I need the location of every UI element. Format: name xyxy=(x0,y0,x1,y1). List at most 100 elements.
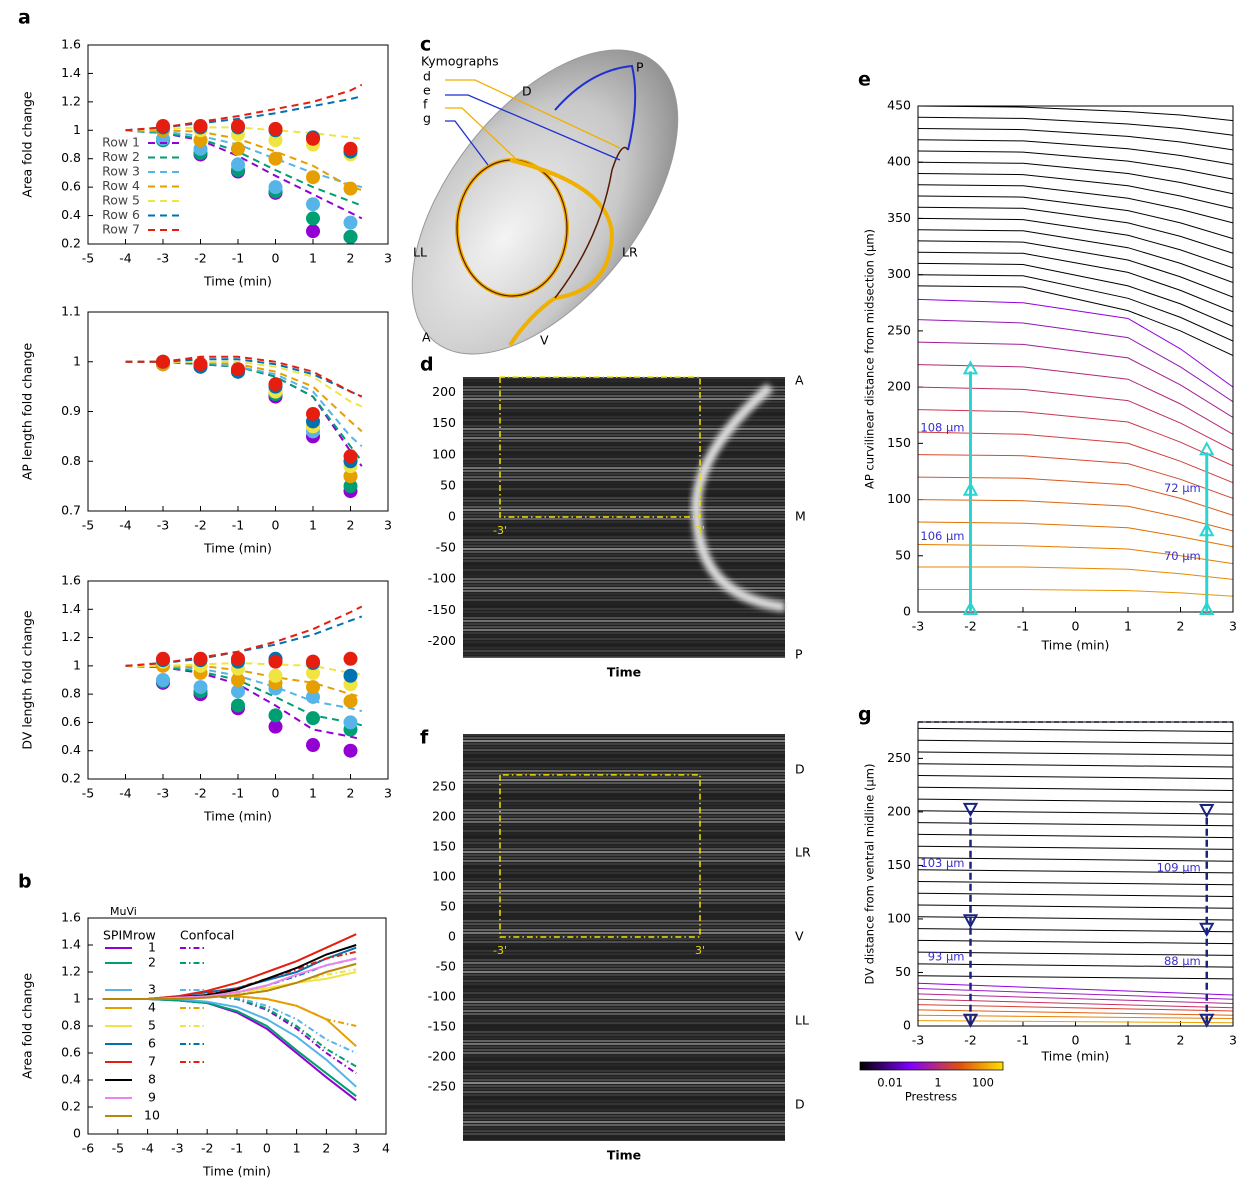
y-tick-label: 1.2 xyxy=(61,93,81,108)
stripe xyxy=(463,467,785,469)
y-tick-label: 0.6 xyxy=(61,179,81,194)
y-tick-label: 0.8 xyxy=(61,150,81,165)
line xyxy=(918,739,1233,744)
x-tick-label: -1 xyxy=(232,786,244,801)
stripe xyxy=(463,755,785,757)
arrow-label: 70 μm xyxy=(1164,549,1201,563)
point xyxy=(343,479,358,494)
stripe xyxy=(463,743,785,745)
x-tick-label: 4 xyxy=(382,1141,390,1156)
stripe xyxy=(463,995,785,997)
arrow-label: 103 μm xyxy=(920,856,964,870)
stripe xyxy=(463,1079,785,1081)
yellow-curve xyxy=(508,158,615,347)
stripe xyxy=(463,854,785,856)
stripe xyxy=(463,980,785,982)
x-tick-label: 3 xyxy=(352,1141,360,1156)
stripe xyxy=(463,626,785,628)
stripe xyxy=(463,587,785,589)
stripe xyxy=(463,599,785,601)
panel: 0.7 0.8 0.9 1 1.1 -5 -4 -3 -2 -1 0 1 2 3 Time (min) AP … xyxy=(20,304,392,556)
line xyxy=(918,892,1233,897)
frame xyxy=(917,105,1234,613)
line xyxy=(918,240,1233,298)
y-tick-label: 100 xyxy=(887,910,911,925)
y-tick-label: 0 xyxy=(448,929,456,944)
stripe xyxy=(463,563,785,565)
point xyxy=(343,449,358,464)
line xyxy=(125,83,363,132)
stripe xyxy=(463,584,785,586)
legend-header: row xyxy=(133,928,156,943)
confocal-line xyxy=(207,994,357,1054)
stripe xyxy=(463,992,785,994)
point xyxy=(306,711,320,726)
legend-label: 7 xyxy=(148,1054,156,1069)
kymo-line-e xyxy=(445,94,621,161)
stripe xyxy=(463,575,785,577)
line xyxy=(918,386,1233,451)
arrow-head xyxy=(1199,600,1215,615)
stripe xyxy=(463,869,785,871)
stripe xyxy=(463,779,785,781)
stripe xyxy=(463,896,785,898)
x-tick-label: -5 xyxy=(112,1141,124,1156)
stripe xyxy=(463,446,785,448)
stripe xyxy=(463,1088,785,1090)
x-axis-label: Time (min) xyxy=(1041,1049,1110,1064)
arrow-head xyxy=(962,914,979,929)
stripe xyxy=(463,899,785,901)
y-tick-label: -200 xyxy=(428,1049,456,1064)
x-tick-label: -4 xyxy=(141,1141,154,1156)
stripe xyxy=(463,782,785,784)
colorbar-tick-label: 1 xyxy=(934,1076,941,1090)
y-axis-label: Area fold change xyxy=(20,973,35,1079)
y-tick-label: 150 xyxy=(887,435,911,450)
stripe xyxy=(463,545,785,547)
legend-label: 2 xyxy=(148,955,156,970)
stripe xyxy=(463,1028,785,1030)
y-tick-label: -100 xyxy=(428,989,456,1004)
point xyxy=(193,651,208,666)
x-tick-label: 3 xyxy=(384,518,392,533)
stripe xyxy=(463,749,785,751)
stripe xyxy=(463,902,785,904)
arrow-label: 88 μm xyxy=(1164,954,1201,968)
point xyxy=(306,211,320,226)
plot-area xyxy=(125,355,363,467)
stripe xyxy=(463,479,785,481)
y-tick-label: 1.6 xyxy=(61,37,81,52)
stripe xyxy=(463,776,785,778)
stripe xyxy=(463,971,785,973)
stripe xyxy=(463,1055,785,1057)
kymograph-image xyxy=(463,377,786,658)
line xyxy=(918,810,1233,815)
line xyxy=(102,944,357,1000)
stripe xyxy=(463,1103,785,1105)
stripe xyxy=(463,635,785,637)
stripe xyxy=(463,1001,785,1003)
stripe xyxy=(463,905,785,907)
plot-area xyxy=(125,83,363,220)
x-tick-label: -4 xyxy=(119,251,132,266)
panel: 0 50 100 150 200 250 300 350 400 450 -3 -2 -1 0 1 2 3 Tim… xyxy=(863,98,1237,653)
line xyxy=(918,139,1233,165)
y-tick-label: 0.8 xyxy=(61,1018,81,1033)
stripe xyxy=(463,428,785,430)
stripe xyxy=(463,929,785,931)
panel-label: c xyxy=(420,34,431,56)
stripe xyxy=(463,785,785,787)
stripe xyxy=(463,866,785,868)
stripe xyxy=(463,917,785,919)
stripe xyxy=(463,641,785,643)
stripe xyxy=(463,416,785,418)
y-tick-label: 0.4 xyxy=(61,742,81,757)
y-tick-label: 50 xyxy=(895,547,911,562)
stripe xyxy=(463,644,785,646)
point xyxy=(231,141,245,156)
stripe xyxy=(463,1100,785,1102)
point xyxy=(231,651,245,666)
frame xyxy=(87,580,389,780)
x-tick-label: 0 xyxy=(1072,1033,1080,1048)
y-tick-label: 1 xyxy=(73,657,81,672)
